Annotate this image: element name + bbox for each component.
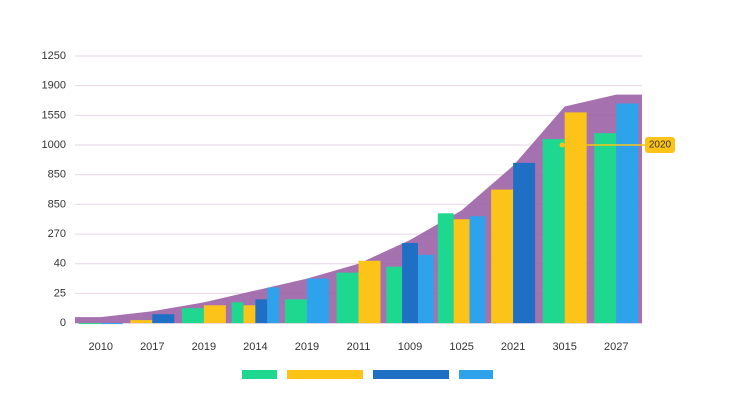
y-tick-label: 1000	[42, 139, 66, 151]
bar	[78, 323, 101, 325]
y-tick-label: 270	[48, 228, 66, 240]
y-tick-label: 25	[54, 287, 66, 299]
x-tick-label: 2027	[604, 341, 628, 353]
bar	[616, 103, 639, 324]
legend-swatch	[287, 370, 363, 379]
y-tick-label: 1550	[42, 109, 66, 121]
bar	[284, 299, 307, 324]
bar	[437, 213, 454, 324]
bar	[542, 139, 565, 324]
bar	[417, 254, 434, 324]
x-tick-label: 3015	[552, 341, 576, 353]
y-tick-label: 850	[48, 198, 66, 210]
x-tick-label: 2010	[89, 341, 113, 353]
legend-swatch	[242, 370, 277, 379]
bar	[358, 260, 381, 324]
x-tick-label: 1025	[449, 341, 473, 353]
annotation-box	[645, 137, 675, 154]
bar	[152, 314, 175, 324]
x-tick-label: 2011	[347, 341, 371, 353]
bar	[306, 278, 329, 324]
y-tick-label: 40	[54, 258, 66, 270]
bar	[513, 162, 536, 324]
x-tick-label: 2017	[140, 341, 164, 353]
x-tick-label: 2014	[243, 341, 267, 353]
bar	[267, 287, 280, 324]
bar	[402, 242, 418, 324]
bar	[386, 266, 403, 324]
bar	[231, 302, 244, 324]
x-tick-label: 2021	[501, 341, 525, 353]
legend-swatch	[373, 370, 449, 379]
x-tick-label: 2019	[192, 341, 216, 353]
bar	[491, 189, 514, 324]
x-tick-label: 1009	[398, 341, 422, 353]
y-tick-label: 0	[60, 317, 66, 329]
bar	[469, 216, 486, 324]
bar	[243, 305, 256, 324]
bar	[255, 299, 268, 324]
y-tick-label: 1250	[42, 50, 66, 62]
bar	[100, 323, 123, 325]
y-tick-label: 850	[48, 169, 66, 181]
bar	[594, 133, 617, 324]
bar	[336, 272, 359, 324]
bar	[203, 305, 226, 324]
annotation-dot	[559, 142, 565, 148]
y-tick-label: 1900	[42, 80, 66, 92]
annotation-label: 2020	[649, 140, 672, 151]
bar	[564, 112, 587, 324]
bar	[181, 308, 204, 324]
x-tick-label: 2019	[295, 341, 319, 353]
bar	[453, 219, 470, 324]
legend-swatch	[459, 370, 493, 379]
bar	[130, 320, 153, 324]
